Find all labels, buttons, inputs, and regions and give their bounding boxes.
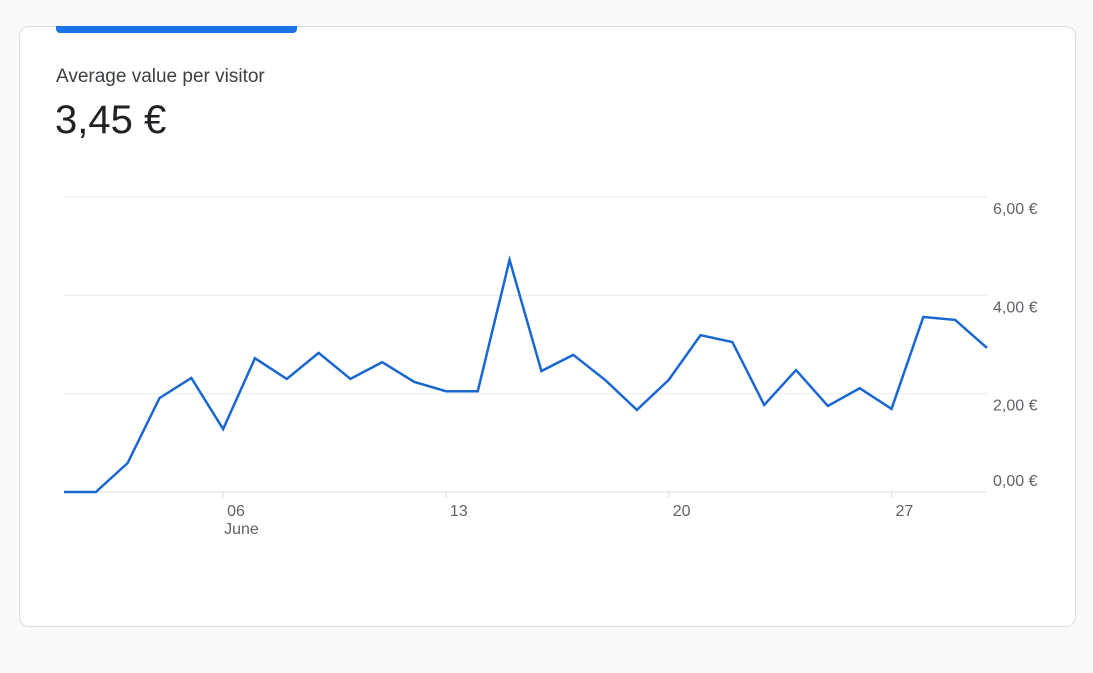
card-title: Average value per visitor bbox=[56, 66, 265, 87]
y-tick-label: 4,00 € bbox=[993, 299, 1038, 316]
series-line bbox=[64, 255, 988, 494]
x-tick-label: 06 bbox=[227, 503, 245, 520]
x-tick-label: 13 bbox=[450, 503, 468, 520]
month-label: June bbox=[224, 521, 259, 538]
y-tick-label: 6,00 € bbox=[993, 201, 1038, 218]
y-tick-label: 2,00 € bbox=[993, 398, 1038, 415]
card-value: 3,45 € bbox=[55, 98, 167, 142]
y-tick-label: 0,00 € bbox=[993, 473, 1038, 490]
card bbox=[19, 26, 1076, 627]
x-tick-label: 27 bbox=[896, 503, 914, 520]
selected-tab-indicator bbox=[56, 26, 297, 33]
x-tick-label: 20 bbox=[673, 503, 691, 520]
